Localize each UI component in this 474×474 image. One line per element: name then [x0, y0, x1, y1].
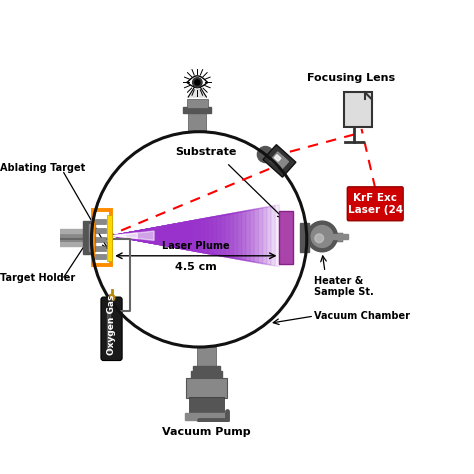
Bar [93, 210, 111, 265]
Polygon shape [112, 208, 263, 264]
Polygon shape [112, 205, 275, 266]
Bar [89, 224, 95, 251]
Polygon shape [112, 216, 217, 255]
Polygon shape [112, 210, 255, 262]
Polygon shape [112, 235, 117, 237]
Text: KrF Exc: KrF Exc [353, 193, 397, 203]
Polygon shape [112, 212, 242, 260]
Polygon shape [112, 206, 271, 265]
Circle shape [307, 221, 337, 252]
Polygon shape [112, 229, 150, 243]
FancyBboxPatch shape [347, 187, 403, 221]
Polygon shape [112, 205, 279, 267]
Bar [95, 255, 106, 259]
Bar [187, 99, 208, 108]
Polygon shape [112, 222, 183, 249]
Circle shape [257, 146, 273, 163]
Polygon shape [112, 214, 229, 257]
Polygon shape [188, 87, 206, 97]
Text: Vacuum Pump: Vacuum Pump [162, 428, 251, 438]
Polygon shape [112, 217, 212, 255]
Polygon shape [274, 155, 281, 161]
Bar [29, 242, 91, 246]
Polygon shape [112, 213, 234, 258]
Polygon shape [112, 219, 200, 252]
Polygon shape [112, 234, 126, 237]
Polygon shape [112, 215, 225, 256]
Text: Target Holder: Target Holder [0, 273, 75, 283]
Polygon shape [112, 233, 137, 238]
Text: Heater &
Sample St.: Heater & Sample St. [314, 276, 374, 298]
Bar [279, 211, 293, 264]
Text: Vacuum Chamber: Vacuum Chamber [314, 311, 410, 321]
Polygon shape [112, 229, 146, 242]
Polygon shape [263, 145, 296, 177]
Polygon shape [112, 218, 209, 254]
Text: 4.5 cm: 4.5 cm [175, 263, 217, 273]
Polygon shape [112, 211, 246, 261]
Bar [333, 234, 347, 239]
Polygon shape [112, 207, 267, 264]
Polygon shape [112, 225, 171, 246]
Bar [95, 219, 106, 224]
Polygon shape [112, 221, 191, 250]
Polygon shape [112, 232, 133, 239]
Circle shape [315, 234, 324, 243]
Text: Oxygen Gas: Oxygen Gas [107, 295, 116, 356]
Bar [184, 413, 228, 420]
Bar [186, 378, 227, 398]
Bar [344, 92, 372, 127]
Polygon shape [112, 226, 166, 246]
Polygon shape [112, 224, 175, 247]
Text: Focusing Lens: Focusing Lens [307, 73, 395, 83]
Circle shape [195, 80, 200, 85]
Bar [107, 310, 109, 351]
Polygon shape [112, 227, 158, 244]
Polygon shape [112, 219, 204, 253]
Bar [107, 215, 112, 261]
Polygon shape [112, 227, 163, 245]
Polygon shape [112, 210, 250, 261]
Circle shape [108, 294, 115, 301]
Polygon shape [112, 231, 154, 240]
Text: Laser Plume: Laser Plume [162, 241, 230, 251]
Circle shape [192, 78, 202, 87]
Text: Ablating Target: Ablating Target [0, 163, 85, 173]
Bar [189, 397, 224, 415]
Bar [95, 237, 106, 242]
Polygon shape [112, 234, 120, 237]
Bar [192, 366, 220, 373]
Text: Substrate: Substrate [176, 147, 237, 157]
Polygon shape [112, 230, 142, 241]
Bar [29, 229, 91, 233]
Polygon shape [112, 231, 137, 240]
Polygon shape [112, 223, 179, 248]
Polygon shape [112, 233, 129, 239]
Polygon shape [112, 209, 258, 263]
Polygon shape [112, 228, 154, 244]
Bar [300, 223, 310, 252]
Bar [95, 246, 106, 251]
Polygon shape [112, 212, 237, 259]
Polygon shape [112, 220, 196, 251]
Polygon shape [112, 216, 221, 256]
Circle shape [91, 132, 307, 347]
Bar [197, 347, 216, 373]
Polygon shape [112, 233, 125, 238]
Text: Laser (24: Laser (24 [347, 205, 403, 215]
Bar [183, 107, 211, 113]
Polygon shape [270, 152, 289, 170]
Bar [307, 233, 343, 242]
FancyBboxPatch shape [101, 297, 122, 361]
Bar [83, 221, 94, 254]
Polygon shape [112, 222, 188, 250]
Circle shape [311, 226, 333, 247]
Bar [95, 228, 106, 233]
Bar [188, 106, 206, 132]
Bar [29, 233, 91, 242]
Bar [191, 371, 222, 380]
